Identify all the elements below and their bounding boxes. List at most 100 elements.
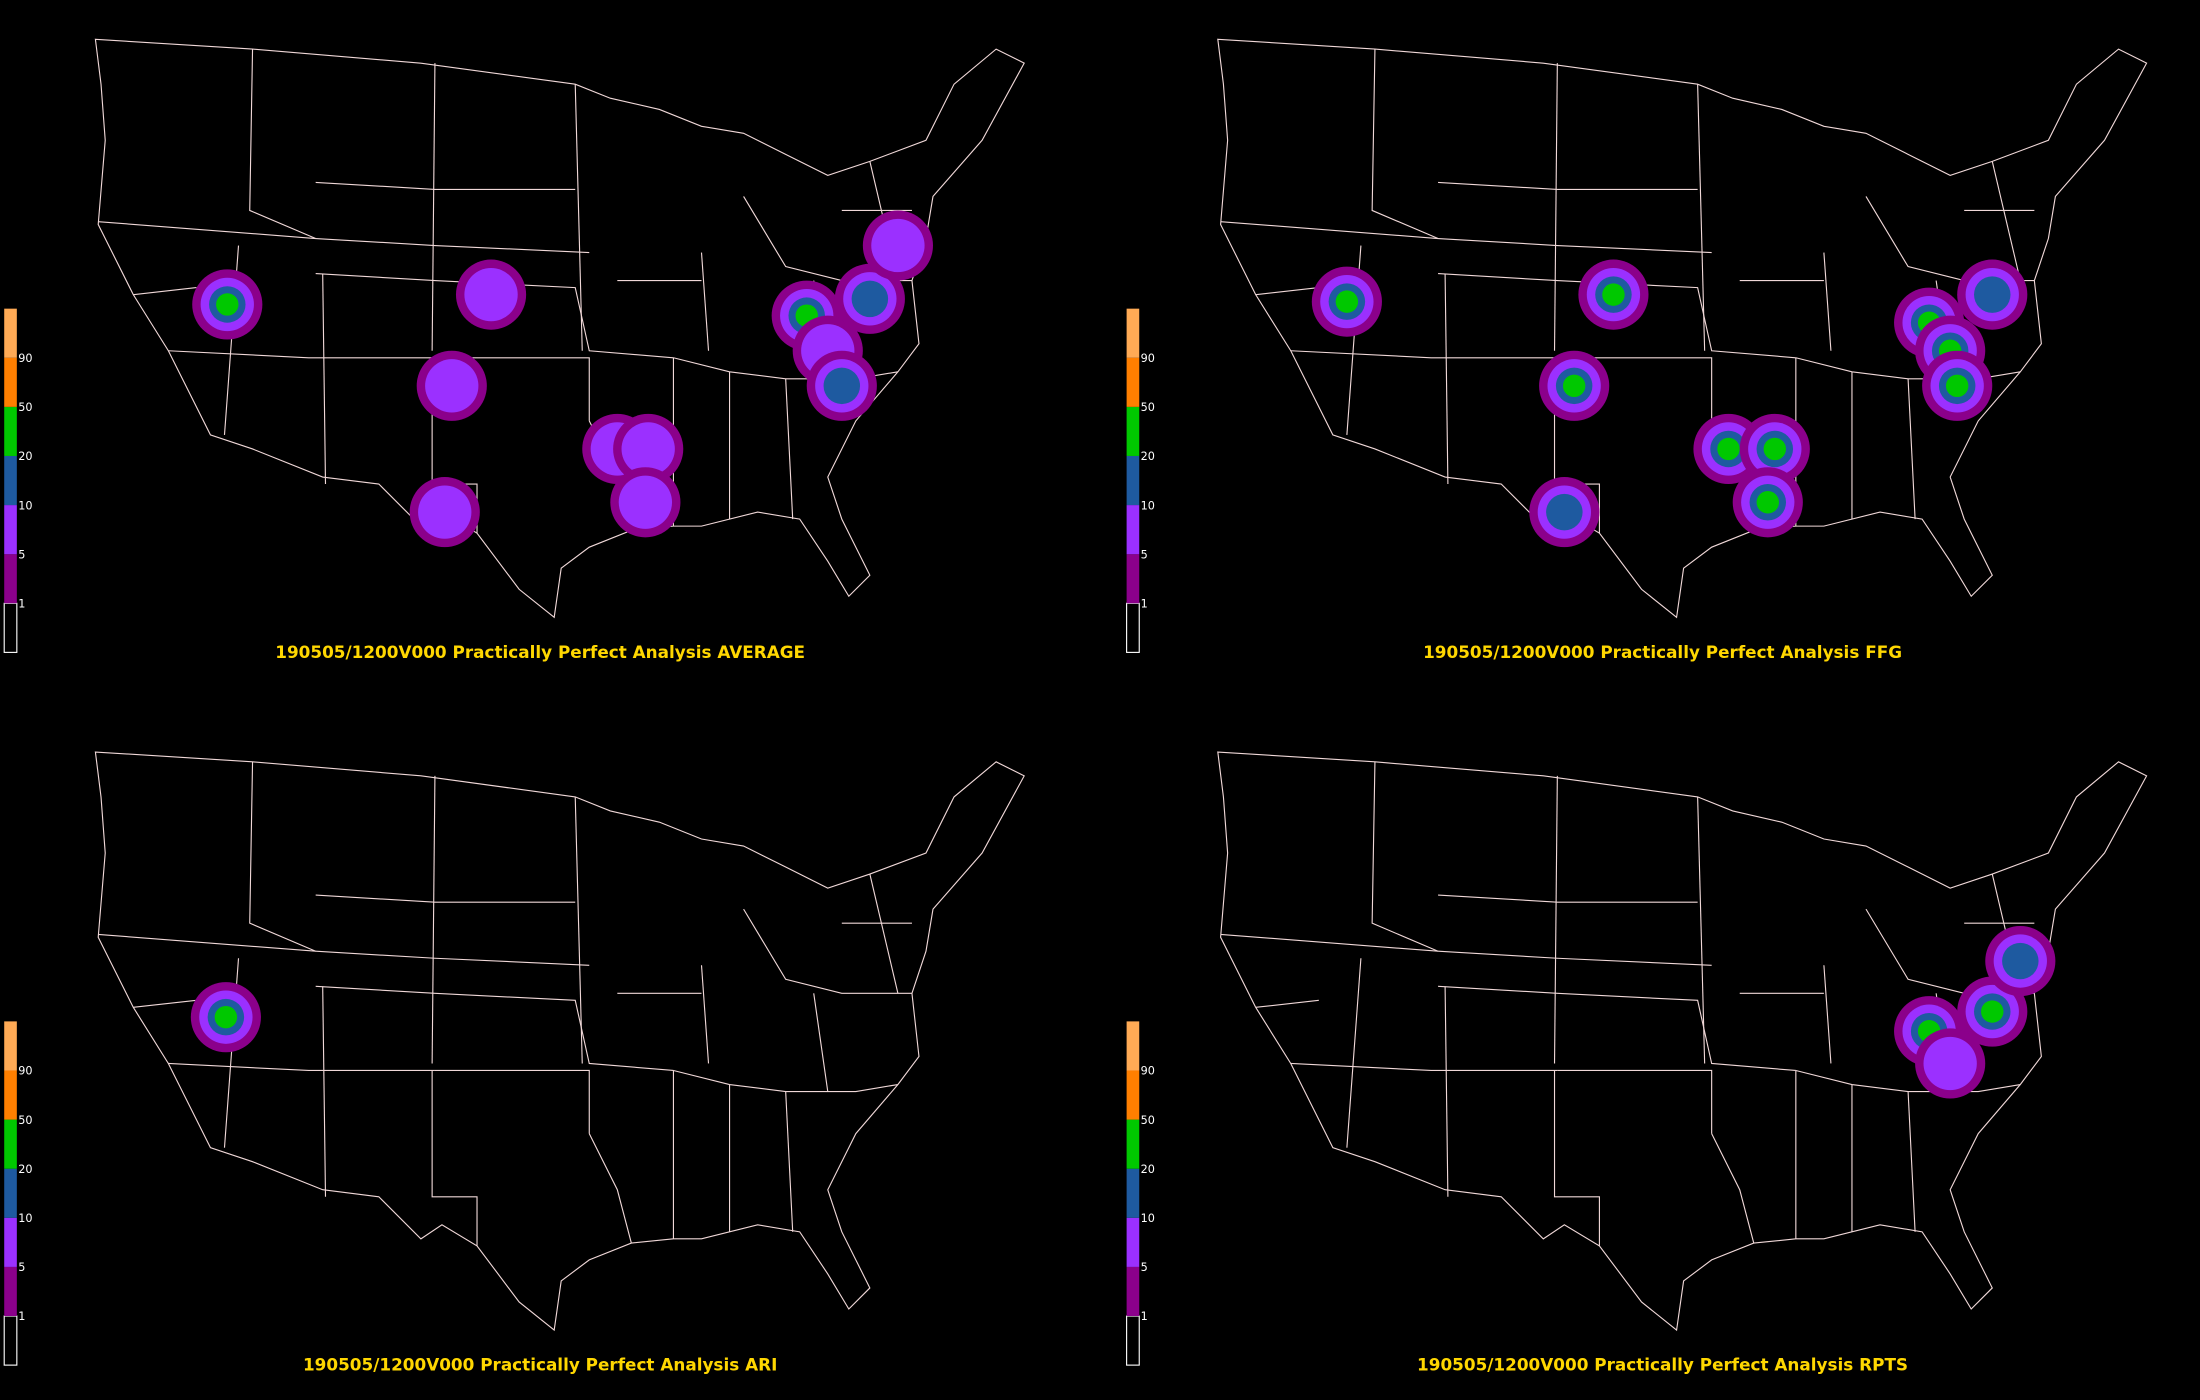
state-border xyxy=(1823,965,1832,1064)
probability-contour xyxy=(1923,1036,1977,1091)
state-border xyxy=(1220,221,1712,254)
legend-swatch xyxy=(4,1266,17,1317)
state-border xyxy=(743,908,912,994)
legend-label: 5 xyxy=(18,1261,25,1274)
state-border xyxy=(1255,287,1319,296)
state-border xyxy=(249,49,316,240)
legend-label: 90 xyxy=(1141,352,1155,365)
legend-swatch xyxy=(1126,1119,1140,1169)
legend-swatch xyxy=(3,602,18,653)
state-border xyxy=(315,894,576,903)
legend-swatch xyxy=(1126,455,1140,506)
state-border xyxy=(1444,986,1449,1197)
legend-label: 20 xyxy=(1141,450,1155,463)
probability-contour xyxy=(464,267,518,322)
legend-swatch xyxy=(4,505,17,555)
state-border xyxy=(1255,999,1319,1008)
legend-label: 10 xyxy=(1141,1212,1155,1225)
state-border xyxy=(1557,357,1713,421)
state-border xyxy=(1711,1133,1755,1244)
state-border xyxy=(322,273,327,485)
state-border xyxy=(1557,1069,1713,1134)
legend-label: 10 xyxy=(18,499,32,512)
country-outline xyxy=(94,38,1025,619)
map-panel: 1 5 10 20 50 90 190505/1200V000 Practically Pe… xyxy=(1126,751,2148,1375)
legend-swatch xyxy=(1126,1021,1140,1071)
country-outline xyxy=(1217,38,2148,619)
country-outline xyxy=(1217,751,2148,1332)
legend-swatch xyxy=(1126,406,1140,456)
legend-label: 90 xyxy=(1141,1065,1155,1078)
legend-swatch xyxy=(1126,308,1140,358)
probability-contour xyxy=(1546,493,1583,531)
legend-swatch xyxy=(4,1119,17,1169)
probability-contour xyxy=(618,475,673,529)
state-border xyxy=(434,357,590,421)
state-border xyxy=(673,1069,899,1093)
legend-label: 1 xyxy=(18,1310,25,1323)
legend-swatch xyxy=(4,455,17,506)
legend-label: 1 xyxy=(18,597,25,610)
probability-contour xyxy=(418,485,472,539)
probability-contour xyxy=(1763,437,1787,461)
probability-contour xyxy=(216,293,239,316)
panel-title: 190505/1200V000 Practically Perfect Anal… xyxy=(1417,1355,1908,1375)
state-border xyxy=(1444,273,1449,485)
legend-swatch xyxy=(1126,554,1140,604)
probability-contour xyxy=(1602,283,1625,306)
state-border xyxy=(869,873,899,994)
state-border xyxy=(1991,161,2021,281)
probability-contour xyxy=(1562,374,1586,398)
legend-swatch xyxy=(1126,602,1140,653)
legend-swatch xyxy=(4,1070,17,1120)
probability-contour xyxy=(1981,1000,2004,1023)
state-border xyxy=(315,985,674,1072)
state-border xyxy=(315,273,674,359)
panel-title: 190505/1200V000 Practically Perfect Anal… xyxy=(303,1355,777,1375)
legend-label: 50 xyxy=(18,401,32,414)
state-border xyxy=(98,221,590,254)
legend-label: 90 xyxy=(18,1065,32,1078)
legend-swatch xyxy=(4,406,17,456)
state-border xyxy=(700,965,710,1064)
state-border xyxy=(1907,1091,1916,1232)
probability-contour xyxy=(871,218,925,273)
legend-swatch xyxy=(1126,1315,1140,1366)
legend-swatch xyxy=(1126,1266,1140,1317)
state-border xyxy=(1290,350,1558,359)
legend-label: 10 xyxy=(1141,499,1155,512)
state-border xyxy=(434,1069,590,1134)
probability-contour xyxy=(1335,290,1359,313)
legend-label: 5 xyxy=(1141,1261,1148,1274)
legend-label: 20 xyxy=(18,1163,32,1176)
legend-label: 10 xyxy=(18,1212,32,1225)
state-border xyxy=(588,1133,632,1244)
legend-swatch xyxy=(4,1021,17,1071)
legend-swatch xyxy=(4,308,17,358)
state-border xyxy=(1553,775,1558,1064)
legend-swatch xyxy=(1126,1168,1140,1218)
map-panel: 1 5 10 20 50 90 190505/1200V000 Practically Pe… xyxy=(3,751,1025,1375)
state-border xyxy=(133,999,197,1008)
legend-swatch xyxy=(4,357,17,407)
legend-label: 5 xyxy=(18,548,25,561)
state-border xyxy=(1438,273,1796,359)
state-border xyxy=(1438,181,1698,190)
legend-swatch xyxy=(4,1168,17,1218)
state-border xyxy=(1220,933,1712,966)
legend-label: 5 xyxy=(1141,548,1148,561)
state-border xyxy=(133,287,197,296)
legend-swatch xyxy=(1126,1070,1140,1120)
state-border xyxy=(1371,49,1439,240)
state-border xyxy=(98,933,590,966)
state-border xyxy=(1795,1069,2021,1093)
state-border xyxy=(322,986,327,1197)
state-border xyxy=(1697,84,1706,351)
legend-label: 50 xyxy=(18,1114,32,1127)
probability-contour xyxy=(823,367,861,405)
state-border xyxy=(431,63,436,351)
legend-label: 50 xyxy=(1141,401,1155,414)
map-panel: 1 5 10 20 50 90 190505/1200V000 Practically Pe… xyxy=(3,38,1025,662)
state-border xyxy=(1823,252,1832,351)
